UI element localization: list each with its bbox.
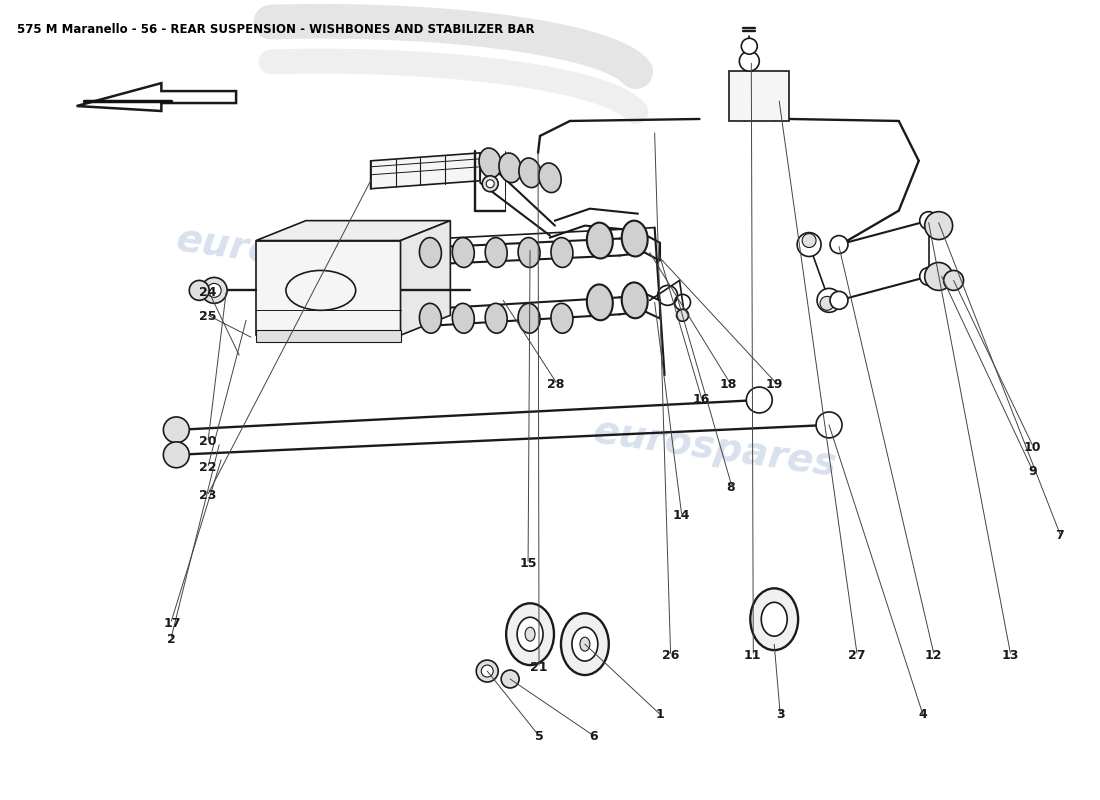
Text: 27: 27 <box>848 649 866 662</box>
Polygon shape <box>256 221 450 241</box>
Text: 2: 2 <box>167 633 176 646</box>
Text: 21: 21 <box>530 661 548 674</box>
Ellipse shape <box>539 163 561 193</box>
Ellipse shape <box>750 588 799 650</box>
Circle shape <box>207 283 221 298</box>
Bar <box>256 330 400 342</box>
Ellipse shape <box>586 222 613 258</box>
Text: 8: 8 <box>727 481 735 494</box>
Circle shape <box>163 442 189 468</box>
Ellipse shape <box>499 153 521 182</box>
Circle shape <box>481 665 493 677</box>
Text: eurospares: eurospares <box>174 221 422 293</box>
Text: 23: 23 <box>199 489 217 502</box>
Ellipse shape <box>419 238 441 267</box>
Bar <box>256 241 400 335</box>
Circle shape <box>746 387 772 413</box>
Text: 18: 18 <box>720 378 737 390</box>
Text: 3: 3 <box>776 709 784 722</box>
Ellipse shape <box>586 285 613 320</box>
Ellipse shape <box>561 614 608 675</box>
Circle shape <box>920 267 937 286</box>
Ellipse shape <box>761 602 788 636</box>
Ellipse shape <box>580 637 590 651</box>
Text: 6: 6 <box>590 730 598 743</box>
Circle shape <box>739 51 759 71</box>
Circle shape <box>817 288 842 312</box>
Text: 25: 25 <box>199 310 217 322</box>
Polygon shape <box>400 221 450 335</box>
Circle shape <box>189 281 209 300</box>
Text: 9: 9 <box>1028 466 1036 478</box>
Circle shape <box>482 176 498 192</box>
Text: 17: 17 <box>163 617 180 630</box>
Text: 28: 28 <box>547 378 564 390</box>
Circle shape <box>802 234 816 247</box>
Circle shape <box>676 310 689 322</box>
Text: 12: 12 <box>925 649 943 662</box>
Ellipse shape <box>506 603 554 665</box>
Polygon shape <box>371 153 481 189</box>
Circle shape <box>944 270 964 290</box>
Ellipse shape <box>485 238 507 267</box>
Ellipse shape <box>518 238 540 267</box>
Circle shape <box>798 233 821 257</box>
Circle shape <box>925 212 953 239</box>
Text: 22: 22 <box>199 462 217 474</box>
Ellipse shape <box>518 303 540 334</box>
Text: 575 M Maranello - 56 - REAR SUSPENSION - WISHBONES AND STABILIZER BAR: 575 M Maranello - 56 - REAR SUSPENSION -… <box>16 23 535 36</box>
Ellipse shape <box>519 158 541 187</box>
Ellipse shape <box>551 303 573 334</box>
Ellipse shape <box>485 303 507 334</box>
Ellipse shape <box>572 627 597 661</box>
Text: 16: 16 <box>693 394 710 406</box>
Ellipse shape <box>478 148 502 178</box>
Text: 4: 4 <box>918 709 927 722</box>
Ellipse shape <box>551 238 573 267</box>
Circle shape <box>830 291 848 310</box>
Text: 1: 1 <box>656 709 664 722</box>
Ellipse shape <box>452 303 474 334</box>
Circle shape <box>163 417 189 443</box>
Circle shape <box>741 38 757 54</box>
Circle shape <box>920 212 937 230</box>
Circle shape <box>821 296 834 310</box>
Ellipse shape <box>452 238 474 267</box>
Text: 5: 5 <box>535 730 543 743</box>
Text: 13: 13 <box>1002 649 1019 662</box>
Ellipse shape <box>525 627 535 641</box>
Circle shape <box>830 235 848 254</box>
Text: 26: 26 <box>662 649 680 662</box>
Text: 11: 11 <box>744 649 761 662</box>
Circle shape <box>201 278 227 303</box>
Circle shape <box>816 412 842 438</box>
Text: 19: 19 <box>766 378 783 390</box>
Ellipse shape <box>419 303 441 334</box>
Circle shape <box>925 262 953 290</box>
Text: 24: 24 <box>199 286 217 299</box>
Circle shape <box>502 670 519 688</box>
Circle shape <box>476 660 498 682</box>
Ellipse shape <box>621 221 648 257</box>
Text: eurospares: eurospares <box>590 412 839 484</box>
Ellipse shape <box>517 618 543 651</box>
Text: 10: 10 <box>1024 442 1041 454</box>
Text: 15: 15 <box>519 557 537 570</box>
Circle shape <box>486 180 494 188</box>
Bar <box>729 71 789 121</box>
Text: 14: 14 <box>673 509 691 522</box>
Ellipse shape <box>621 282 648 318</box>
Text: 7: 7 <box>1055 529 1064 542</box>
Text: 20: 20 <box>199 435 217 448</box>
